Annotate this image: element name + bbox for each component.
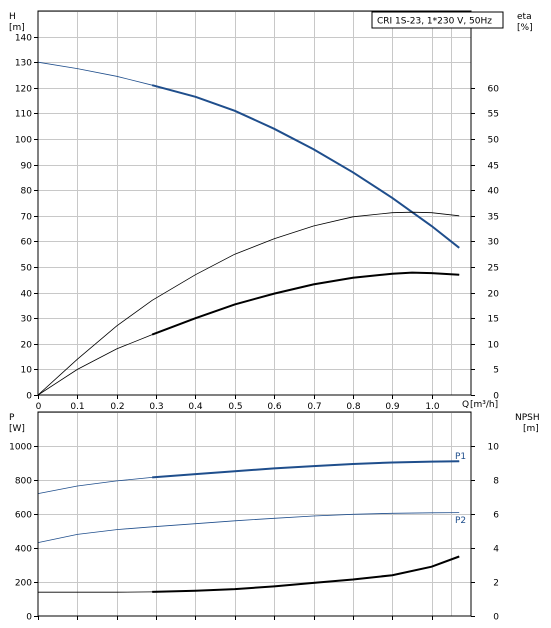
series-line-bold bbox=[152, 460, 460, 479]
y-left-tick-label: 200 bbox=[15, 579, 32, 589]
y-right-tick-label: 6 bbox=[493, 511, 499, 521]
x-tick-label: 0.1 bbox=[70, 402, 84, 412]
series-line-bold bbox=[151, 84, 460, 249]
series-line-thin bbox=[37, 211, 460, 396]
bottom-ticks: 0 200 400 600 800 1000 0 2 4 6 8 10 bbox=[9, 443, 499, 623]
top-series bbox=[37, 61, 460, 396]
flow-axis-label: Q bbox=[462, 400, 469, 410]
series-line-bold bbox=[151, 271, 460, 336]
x-tick-label: 0.6 bbox=[267, 402, 282, 412]
x-tick-label: 0.7 bbox=[307, 402, 321, 412]
x-tick-label: 0.9 bbox=[385, 402, 400, 412]
series-line-thin bbox=[37, 512, 460, 543]
y-right-tick-label: 5 bbox=[493, 366, 499, 376]
y-left-tick-label: 60 bbox=[21, 238, 33, 248]
y-left-tick-label: 600 bbox=[15, 511, 32, 521]
y-left-tick-label: 30 bbox=[21, 315, 33, 325]
y-right-tick-label: 0 bbox=[493, 392, 499, 402]
y-right-tick-label: 0 bbox=[493, 613, 499, 623]
y-left-tick-label: 130 bbox=[15, 59, 32, 69]
x-tick-label: 0.3 bbox=[149, 402, 163, 412]
y-left-tick-label: 140 bbox=[15, 34, 32, 44]
eta-axis-unit: [%] bbox=[517, 23, 533, 33]
y-left-tick-label: 100 bbox=[15, 136, 32, 146]
power-axis-label: P bbox=[9, 413, 15, 423]
y-right-tick-label: 15 bbox=[488, 315, 499, 325]
y-left-tick-label: 70 bbox=[21, 213, 33, 223]
x-tick-label: 0 bbox=[36, 402, 42, 412]
y-right-tick-label: 60 bbox=[488, 85, 500, 95]
y-left-tick-label: 20 bbox=[21, 341, 33, 351]
chart-title: CRI 1S-23, 1*230 V, 50Hz bbox=[377, 17, 492, 27]
series-line-bold bbox=[152, 555, 460, 593]
top-ticks: 0 0.1 0.2 0.3 0.4 0.5 0.6 0.7 0.8 0.9 1.0 0 10 20 30 40… bbox=[15, 34, 499, 413]
y-right-tick-label: 30 bbox=[488, 238, 500, 248]
title-box bbox=[371, 11, 504, 29]
flow-axis-unit: [m³/h] bbox=[470, 400, 498, 410]
head-axis-unit: [m] bbox=[9, 23, 25, 33]
y-left-tick-label: 1000 bbox=[9, 443, 32, 453]
x-tick-label: 0.2 bbox=[110, 402, 124, 412]
y-left-tick-label: 80 bbox=[21, 187, 33, 197]
y-left-tick-label: 110 bbox=[15, 110, 32, 120]
series-line-thin bbox=[37, 61, 460, 249]
y-left-tick-label: 0 bbox=[26, 392, 32, 402]
y-right-tick-label: 10 bbox=[488, 341, 500, 351]
power-axis-unit: [W] bbox=[9, 424, 25, 434]
p2-series-label: P2 bbox=[455, 516, 466, 526]
head-axis-label: H bbox=[9, 12, 16, 22]
y-right-tick-label: 20 bbox=[488, 290, 500, 300]
x-tick-label: 0.5 bbox=[228, 402, 242, 412]
y-right-tick-label: 55 bbox=[488, 110, 499, 120]
npsh-axis-unit: [m] bbox=[523, 424, 539, 434]
y-right-tick-label: 45 bbox=[488, 162, 499, 172]
y-left-tick-label: 50 bbox=[21, 264, 33, 274]
y-left-tick-label: 90 bbox=[21, 162, 33, 172]
y-right-tick-label: 2 bbox=[493, 579, 499, 589]
npsh-axis-label: NPSH bbox=[515, 413, 540, 423]
y-right-tick-label: 4 bbox=[493, 545, 499, 555]
y-left-tick-label: 0 bbox=[26, 613, 32, 623]
x-tick-label: 0.8 bbox=[346, 402, 361, 412]
y-right-tick-label: 10 bbox=[488, 443, 500, 453]
x-tick-label: 1.0 bbox=[425, 402, 440, 412]
series-line-thin bbox=[37, 460, 460, 494]
top-grid bbox=[38, 11, 471, 395]
bottom-series bbox=[37, 460, 460, 593]
y-left-tick-label: 10 bbox=[21, 366, 33, 376]
x-tick-label: 0.4 bbox=[188, 402, 203, 412]
y-left-tick-label: 40 bbox=[21, 290, 33, 300]
y-left-tick-label: 400 bbox=[15, 545, 32, 555]
y-right-tick-label: 50 bbox=[488, 136, 500, 146]
p1-series-label: P1 bbox=[455, 452, 466, 462]
y-left-tick-label: 800 bbox=[15, 477, 32, 487]
y-left-tick-label: 120 bbox=[15, 85, 32, 95]
series-line-thin bbox=[37, 272, 460, 396]
top-plot-frame bbox=[37, 10, 472, 396]
bottom-grid bbox=[38, 412, 471, 616]
eta-axis-label: eta bbox=[517, 12, 532, 22]
y-right-tick-label: 25 bbox=[488, 264, 499, 274]
y-right-tick-label: 40 bbox=[488, 187, 500, 197]
y-right-tick-label: 8 bbox=[493, 477, 499, 487]
y-right-tick-label: 35 bbox=[488, 213, 499, 223]
